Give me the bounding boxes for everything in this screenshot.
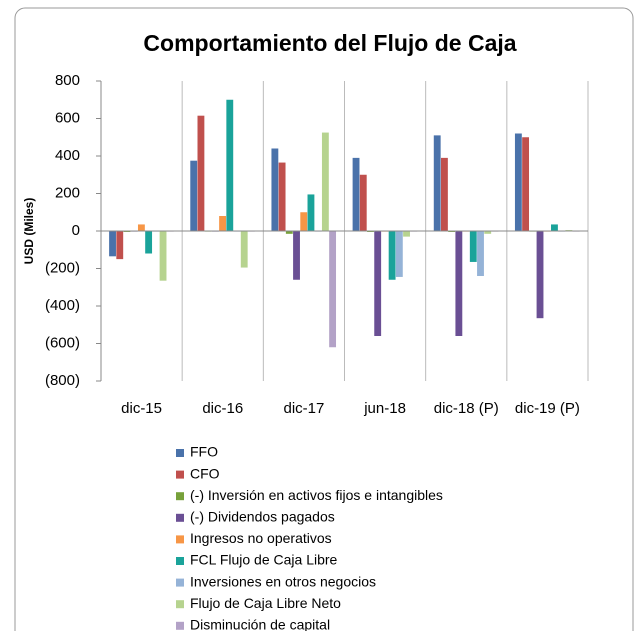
bar bbox=[271, 148, 279, 231]
y-tick-label: (600) bbox=[45, 334, 80, 351]
x-tick-label: jun-18 bbox=[363, 400, 406, 417]
bar bbox=[477, 231, 484, 276]
y-tick-label: (800) bbox=[45, 372, 80, 389]
legend-label: (-) Inversión en activos fijos e intangi… bbox=[190, 487, 443, 503]
bar bbox=[395, 231, 403, 277]
bar bbox=[514, 133, 522, 231]
bar bbox=[321, 132, 329, 231]
bar bbox=[536, 231, 544, 319]
bar bbox=[145, 231, 153, 254]
bar bbox=[403, 231, 410, 237]
bar bbox=[278, 162, 286, 231]
y-tick-label: 0 bbox=[72, 222, 80, 239]
legend-swatch bbox=[176, 535, 184, 544]
bar bbox=[285, 231, 293, 234]
x-tick-label: dic-17 bbox=[283, 400, 324, 417]
legend-swatch bbox=[176, 557, 184, 565]
y-axis-title: USD (Miles) bbox=[22, 198, 36, 265]
bar bbox=[522, 137, 530, 231]
bar bbox=[440, 157, 448, 231]
legend-label: Disminución de capital bbox=[190, 617, 330, 631]
bar bbox=[116, 231, 124, 260]
chart-title: Comportamiento del Flujo de Caja bbox=[143, 30, 516, 56]
legend-label: FCL Flujo de Caja Libre bbox=[190, 552, 338, 568]
legend-label: (-) Dividendos pagados bbox=[190, 509, 335, 525]
legend-swatch bbox=[176, 578, 184, 587]
chart-frame bbox=[14, 7, 634, 631]
bar bbox=[190, 160, 198, 231]
bar bbox=[359, 174, 367, 231]
y-tick-label: 600 bbox=[55, 109, 80, 126]
bar bbox=[219, 216, 226, 231]
bar bbox=[159, 231, 167, 281]
x-tick-label: dic-15 bbox=[121, 400, 162, 417]
bar bbox=[197, 115, 205, 231]
x-tick-label: dic-16 bbox=[202, 400, 243, 417]
y-tick-label: 800 bbox=[55, 72, 80, 89]
legend-label: FFO bbox=[190, 444, 218, 460]
y-tick-label: (400) bbox=[45, 297, 80, 314]
bar bbox=[300, 212, 308, 231]
legend-swatch bbox=[176, 621, 184, 630]
legend-swatch bbox=[176, 449, 184, 457]
y-tick-label: 400 bbox=[55, 147, 80, 164]
bar bbox=[484, 231, 492, 234]
y-tick-label: (200) bbox=[45, 259, 80, 276]
bar bbox=[352, 157, 360, 231]
x-tick-label: dic-18 (P) bbox=[434, 400, 499, 417]
legend-swatch bbox=[176, 513, 184, 522]
bar bbox=[240, 231, 248, 268]
bar bbox=[455, 231, 463, 336]
bar bbox=[433, 135, 441, 231]
legend-swatch bbox=[176, 470, 184, 479]
legend-swatch bbox=[176, 492, 184, 501]
bar bbox=[226, 99, 234, 231]
legend-swatch bbox=[176, 600, 184, 609]
bar bbox=[137, 224, 145, 231]
x-tick-label: dic-19 (P) bbox=[515, 400, 580, 417]
legend-label: Inversiones en otros negocios bbox=[190, 573, 376, 589]
legend-label: CFO bbox=[190, 465, 220, 481]
bar bbox=[388, 231, 396, 280]
bar bbox=[293, 231, 300, 280]
bar bbox=[109, 231, 116, 257]
y-tick-label: 200 bbox=[55, 184, 80, 201]
legend-label: Flujo de Caja Libre Neto bbox=[190, 595, 341, 611]
legend-label: Ingresos no operativos bbox=[190, 530, 332, 546]
bar bbox=[374, 231, 382, 336]
bar bbox=[329, 231, 337, 348]
bar bbox=[307, 194, 315, 231]
bar bbox=[469, 231, 477, 262]
bar bbox=[551, 224, 558, 231]
